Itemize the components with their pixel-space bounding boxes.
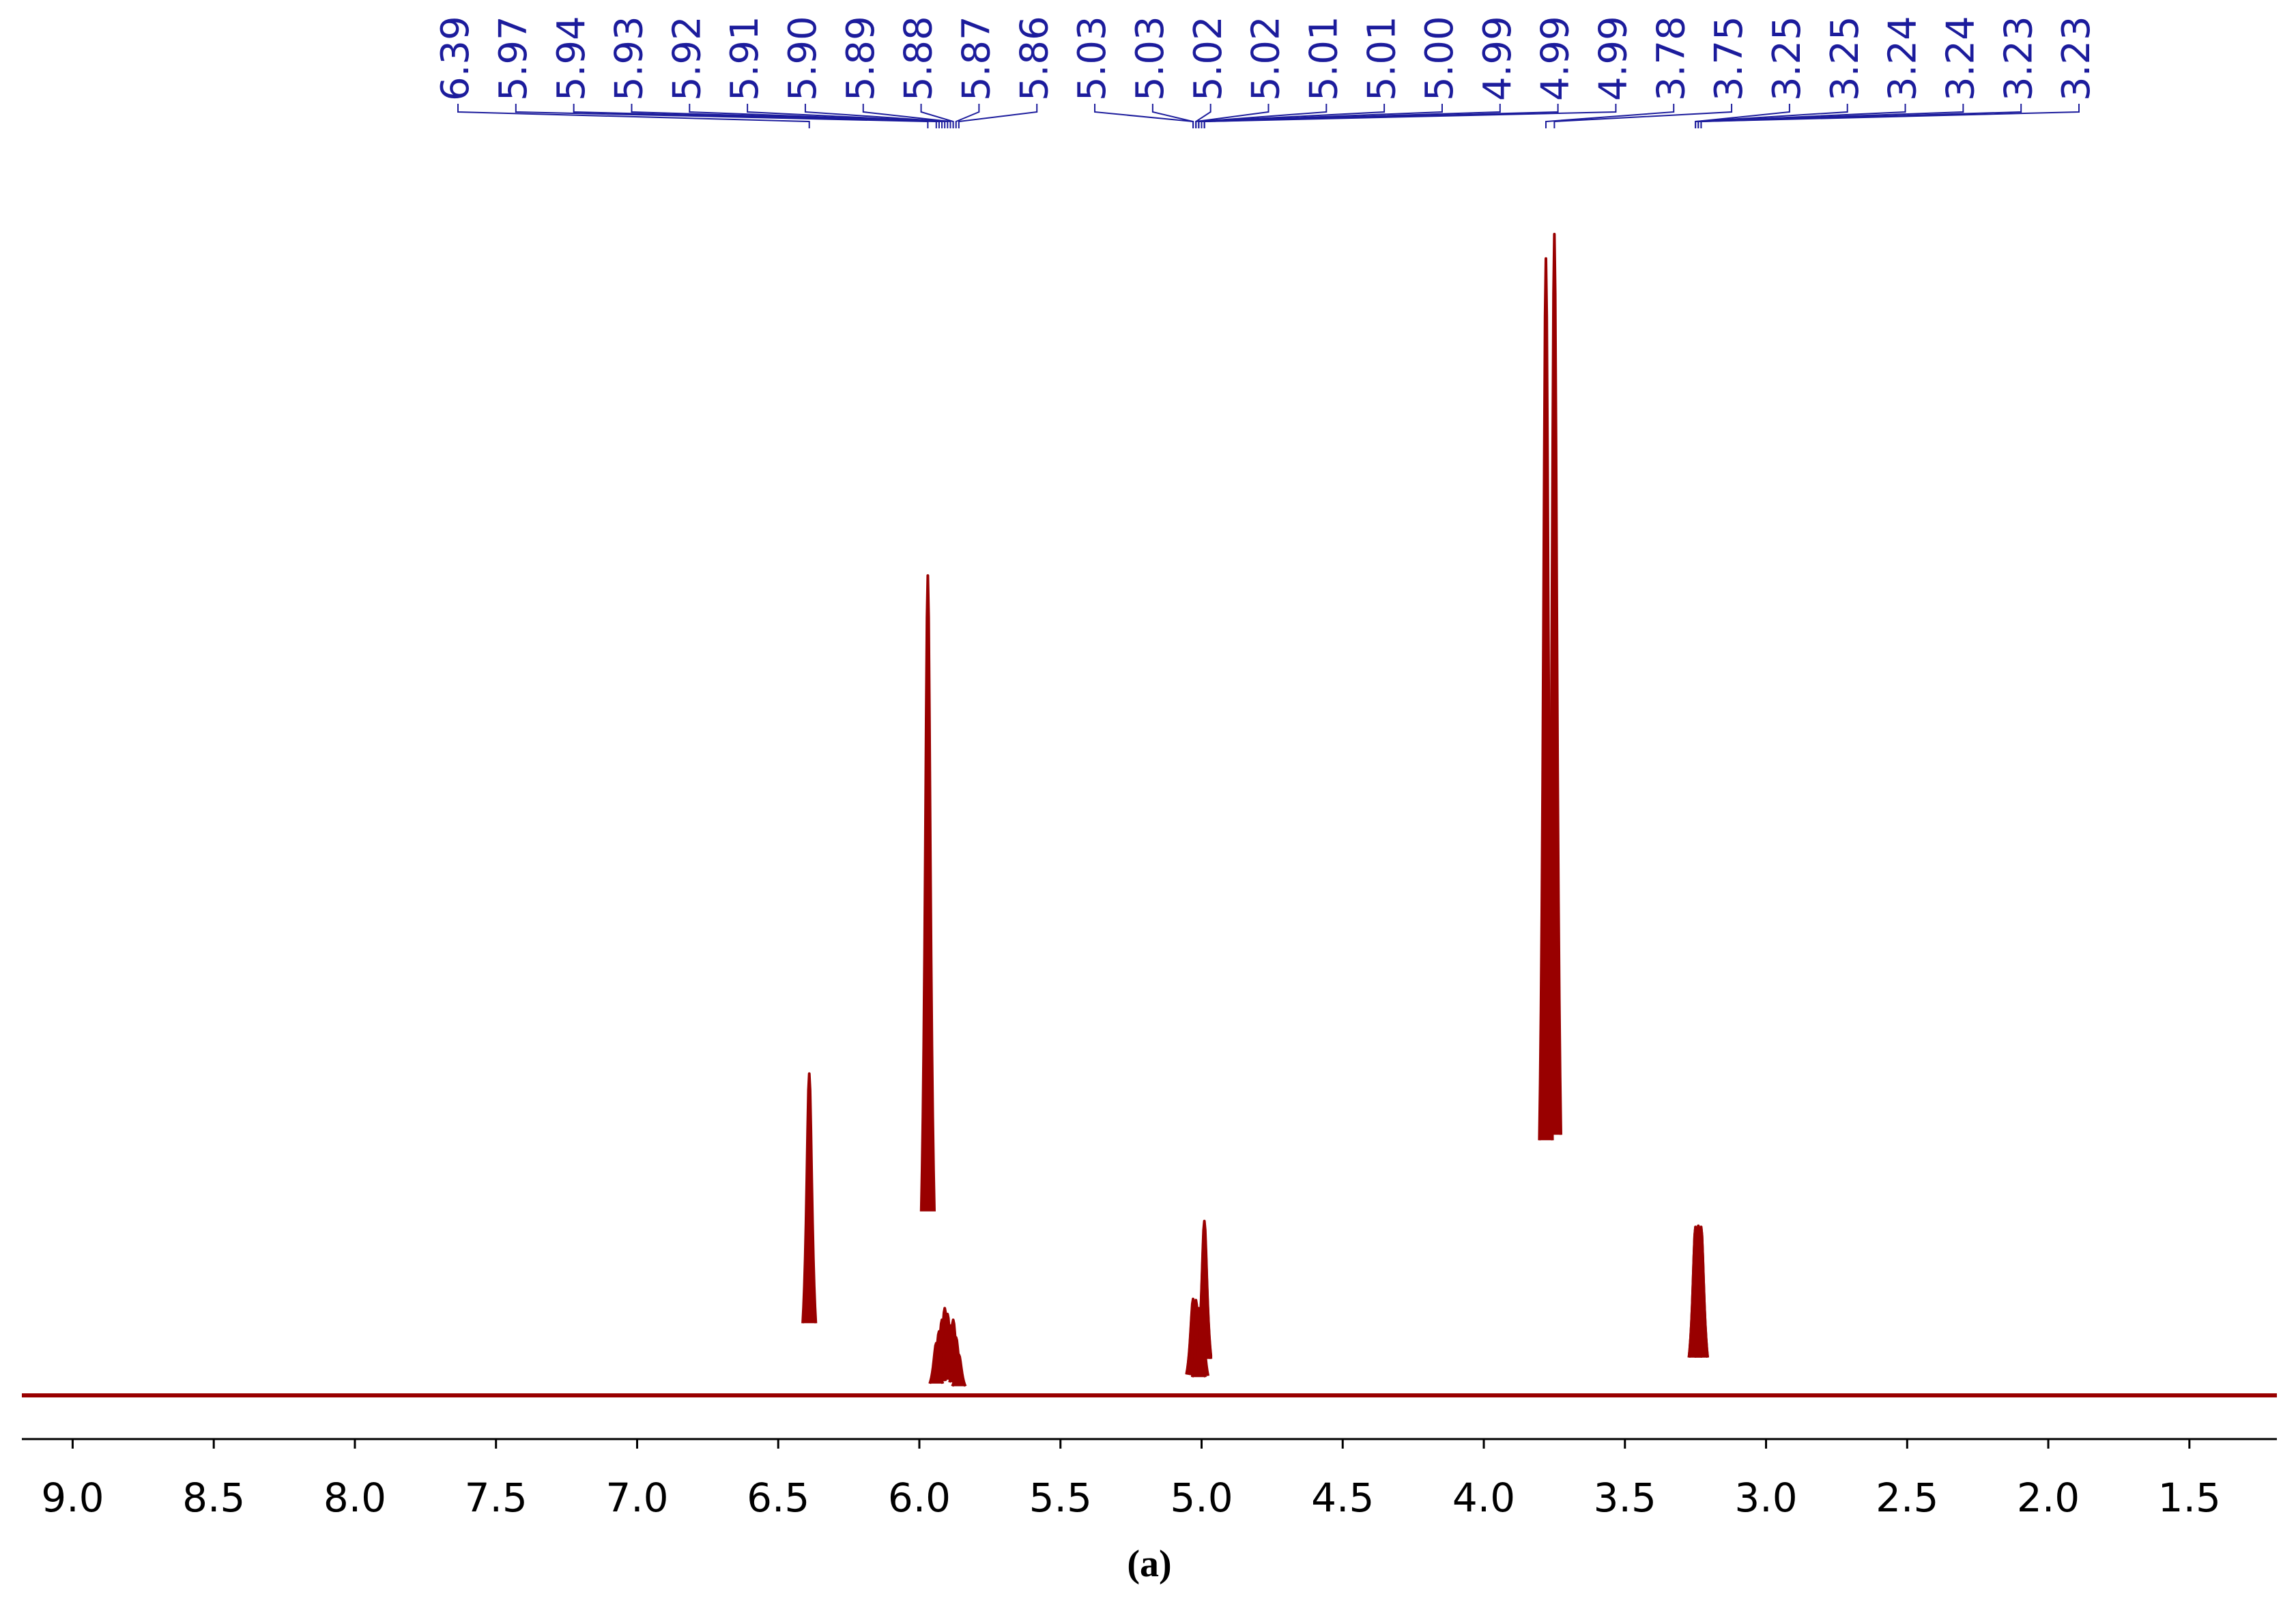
- peak-label-leader: [1203, 104, 1559, 128]
- x-tick-label: 8.5: [182, 1475, 245, 1521]
- peak-label: 5.94: [549, 16, 594, 101]
- peak-label: 5.03: [1128, 16, 1173, 101]
- peak-label-leader: [1700, 104, 2080, 128]
- x-tick-label: 4.5: [1311, 1475, 1374, 1521]
- peak-label: 5.90: [781, 16, 825, 101]
- x-tick-label: 4.0: [1452, 1475, 1515, 1521]
- peak: [1693, 1225, 1709, 1358]
- x-tick-label: 5.5: [1029, 1475, 1092, 1521]
- peak-label: 5.93: [607, 16, 652, 101]
- x-tick-label: 6.0: [888, 1475, 951, 1521]
- peak-label-leader: [955, 104, 980, 128]
- peak-label: 4.99: [1476, 16, 1520, 101]
- peak-label-leader: [573, 104, 937, 128]
- x-tick-label: 2.5: [1876, 1475, 1938, 1521]
- x-tick-label: 2.0: [2017, 1475, 2080, 1521]
- peak-label: 5.86: [1012, 16, 1057, 101]
- peak-label-leader: [631, 104, 940, 128]
- peak-label-leader: [1201, 104, 1443, 128]
- peak-label-leader: [862, 104, 951, 128]
- peak-label: 5.00: [1418, 16, 1462, 101]
- peak-label-leader: [1195, 104, 1269, 128]
- peak-label-leader: [1151, 104, 1194, 128]
- peak-label: 5.91: [723, 16, 767, 101]
- peak-label-leader: [1545, 104, 1675, 128]
- peak-label: 3.23: [2054, 16, 2099, 101]
- x-tick-label: 9.0: [41, 1475, 104, 1521]
- peak-label: 5.88: [897, 16, 941, 101]
- peak-label: 5.02: [1244, 16, 1289, 101]
- peak: [1546, 233, 1562, 1135]
- x-tick-label: 1.5: [2158, 1475, 2221, 1521]
- x-tick-label: 8.0: [324, 1475, 386, 1521]
- peak-label-leader: [1553, 104, 1733, 128]
- peak-label: 3.24: [1881, 16, 1925, 101]
- peak-label: 3.24: [1938, 16, 1983, 101]
- peak-label: 5.02: [1186, 16, 1231, 101]
- peak-label-leader: [1203, 104, 1617, 128]
- peak-label: 5.03: [1070, 16, 1115, 101]
- peak-label: 5.01: [1302, 16, 1346, 101]
- peak: [951, 1353, 967, 1387]
- peak: [801, 1072, 818, 1324]
- peak-label: 3.25: [1765, 16, 1809, 101]
- caption: (a): [1127, 1543, 1171, 1585]
- peak-label-leader: [1094, 104, 1194, 128]
- peak-label-leader: [804, 104, 949, 128]
- peak-label: 3.75: [1707, 16, 1751, 101]
- peak-label: 5.92: [665, 16, 709, 101]
- peak: [1196, 1231, 1213, 1359]
- peak-label: 6.39: [433, 16, 478, 101]
- x-tick-label: 3.5: [1594, 1475, 1656, 1521]
- peak-label: 5.87: [955, 16, 999, 101]
- x-tick-label: 7.5: [465, 1475, 528, 1521]
- peak-label-leader: [747, 104, 946, 128]
- peak-label: 5.97: [491, 16, 536, 101]
- peak-label: 4.99: [1534, 16, 1578, 101]
- x-tick-label: 7.0: [605, 1475, 668, 1521]
- peak-label: 4.99: [1592, 16, 1636, 101]
- peak-label: 5.89: [839, 16, 883, 101]
- peak-label-leader: [1695, 104, 1848, 128]
- peak-label: 3.25: [1823, 16, 1867, 101]
- peak-label-leader: [920, 104, 954, 128]
- x-tick-label: 3.0: [1734, 1475, 1797, 1521]
- peak-label-leader: [1697, 104, 1964, 128]
- peak-label-leader: [457, 104, 810, 128]
- peak-label-leader: [958, 104, 1038, 128]
- x-tick-label: 6.5: [747, 1475, 809, 1521]
- peak-label-leader: [1198, 104, 1386, 128]
- peak-label-leader: [515, 104, 929, 128]
- peak-label: 3.78: [1649, 16, 1693, 101]
- x-tick-label: 5.0: [1170, 1475, 1233, 1521]
- peak-label: 5.01: [1360, 16, 1404, 101]
- peak: [919, 574, 936, 1212]
- peak-label-leader: [689, 104, 943, 128]
- peak-label: 3.23: [1996, 16, 2041, 101]
